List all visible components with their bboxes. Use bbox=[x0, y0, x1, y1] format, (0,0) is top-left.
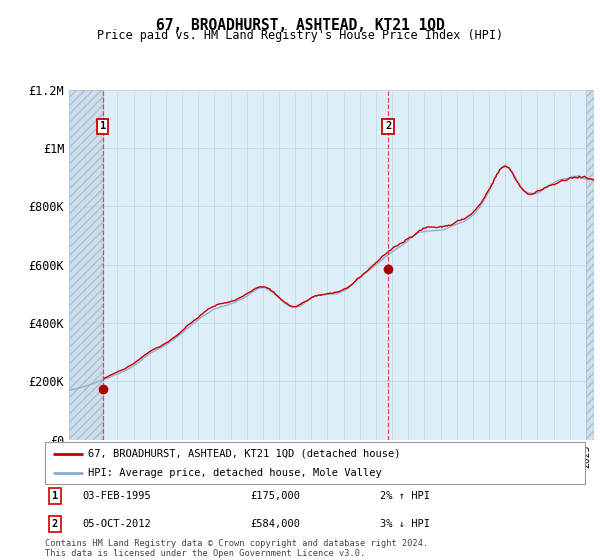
Text: 2: 2 bbox=[385, 122, 391, 132]
Text: Contains HM Land Registry data © Crown copyright and database right 2024.
This d: Contains HM Land Registry data © Crown c… bbox=[45, 539, 428, 558]
Text: £175,000: £175,000 bbox=[250, 491, 300, 501]
Text: 3% ↓ HPI: 3% ↓ HPI bbox=[380, 519, 430, 529]
Text: 1: 1 bbox=[100, 122, 106, 132]
FancyBboxPatch shape bbox=[45, 442, 585, 484]
Text: HPI: Average price, detached house, Mole Valley: HPI: Average price, detached house, Mole… bbox=[88, 468, 382, 478]
Bar bbox=[69, 90, 103, 440]
Text: 2% ↑ HPI: 2% ↑ HPI bbox=[380, 491, 430, 501]
Text: 67, BROADHURST, ASHTEAD, KT21 1QD: 67, BROADHURST, ASHTEAD, KT21 1QD bbox=[155, 18, 445, 33]
Text: 67, BROADHURST, ASHTEAD, KT21 1QD (detached house): 67, BROADHURST, ASHTEAD, KT21 1QD (detac… bbox=[88, 449, 401, 459]
Text: Price paid vs. HM Land Registry's House Price Index (HPI): Price paid vs. HM Land Registry's House … bbox=[97, 29, 503, 42]
Text: 1: 1 bbox=[52, 491, 58, 501]
Text: 03-FEB-1995: 03-FEB-1995 bbox=[83, 491, 152, 501]
Text: 05-OCT-2012: 05-OCT-2012 bbox=[83, 519, 152, 529]
Bar bbox=[586, 90, 594, 440]
Text: £584,000: £584,000 bbox=[250, 519, 300, 529]
Text: 2: 2 bbox=[52, 519, 58, 529]
